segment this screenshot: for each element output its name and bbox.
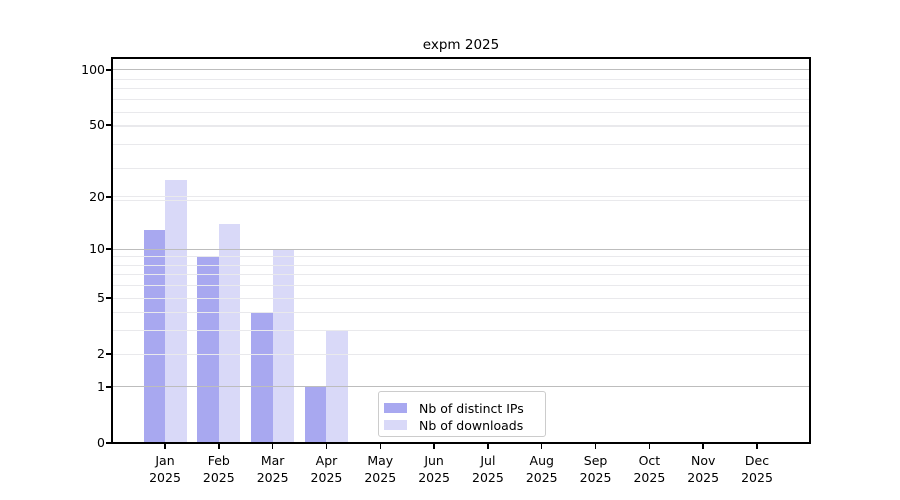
y-gridline-minor xyxy=(113,126,809,128)
bar-downloads xyxy=(165,179,187,442)
x-tick-label: Nov 2025 xyxy=(687,453,720,485)
x-tick-mark xyxy=(648,444,651,449)
y-gridline-minor xyxy=(113,285,809,287)
x-tick-label: Dec 2025 xyxy=(741,453,773,485)
x-tick-mark xyxy=(594,444,597,449)
y-tick-mark xyxy=(106,248,111,250)
y-tick-label: 10 xyxy=(89,241,105,257)
y-gridline-minor xyxy=(113,111,809,113)
bar-distinct-ips xyxy=(251,312,273,442)
legend-label-distinct-ips: Nb of distinct IPs xyxy=(419,400,524,416)
bar-downloads xyxy=(218,224,241,442)
x-tick-mark xyxy=(702,444,704,449)
x-tick-mark xyxy=(164,444,166,449)
x-tick-mark xyxy=(487,444,489,449)
bar-distinct-ips xyxy=(197,256,219,442)
y-gridline-minor xyxy=(113,144,809,146)
legend-swatch-distinct-ips xyxy=(384,403,407,413)
x-tick-mark xyxy=(325,444,328,449)
x-tick-label: May 2025 xyxy=(364,453,397,485)
y-tick-label: 5 xyxy=(97,290,105,306)
legend: Nb of distinct IPs Nb of downloads xyxy=(378,391,546,437)
y-tick-mark xyxy=(106,442,111,444)
y-tick-label: 0 xyxy=(97,435,105,450)
y-gridline-minor xyxy=(113,353,809,355)
y-tick-mark xyxy=(106,69,111,71)
y-gridline-minor xyxy=(113,312,809,314)
legend-entry-distinct-ips: Nb of distinct IPs xyxy=(384,399,524,417)
x-tick-mark xyxy=(218,444,220,449)
y-tick-mark xyxy=(106,353,111,355)
bar-distinct-ips xyxy=(143,229,165,442)
chart-title: expm 2025 xyxy=(422,37,500,53)
x-tick-label: Jun 2025 xyxy=(418,453,450,485)
y-tick-mark xyxy=(106,196,111,198)
x-tick-label: Jan 2025 xyxy=(149,453,181,485)
y-tick-label: 50 xyxy=(89,117,105,133)
y-gridline-minor xyxy=(113,264,809,266)
x-tick-label: Oct 2025 xyxy=(633,453,666,485)
x-tick-label: Apr 2025 xyxy=(310,453,343,485)
y-tick-mark xyxy=(106,386,111,388)
legend-entry-downloads: Nb of downloads xyxy=(384,416,523,434)
y-gridline-minor xyxy=(113,256,809,258)
y-tick-mark xyxy=(106,297,111,299)
y-gridline-minor xyxy=(113,124,809,126)
x-tick-mark xyxy=(433,444,435,449)
y-gridline-minor xyxy=(113,99,809,101)
y-gridline-minor xyxy=(113,88,809,90)
y-gridline-major xyxy=(113,248,809,250)
y-tick-mark xyxy=(106,124,111,126)
x-tick-label: Sep 2025 xyxy=(579,453,612,485)
y-gridline-minor xyxy=(113,200,809,202)
y-gridline-major xyxy=(113,69,809,71)
y-tick-label: 1 xyxy=(97,378,105,394)
bar-downloads xyxy=(272,249,295,442)
x-tick-label: Mar 2025 xyxy=(256,453,289,485)
legend-swatch-downloads xyxy=(384,420,407,430)
y-gridline-minor xyxy=(113,274,809,276)
y-tick-label: 2 xyxy=(97,346,105,362)
y-gridline-minor xyxy=(113,78,809,80)
y-gridline-minor xyxy=(113,297,809,299)
y-gridline-minor xyxy=(113,330,809,332)
bar-distinct-ips xyxy=(304,386,327,442)
y-tick-label: 20 xyxy=(89,188,105,204)
x-tick-label: Jul 2025 xyxy=(472,453,504,485)
x-tick-mark xyxy=(756,444,758,449)
y-gridline-minor xyxy=(113,196,809,198)
legend-label-downloads: Nb of downloads xyxy=(419,417,524,433)
y-gridline-minor xyxy=(113,167,809,169)
x-tick-label: Aug 2025 xyxy=(525,453,558,485)
x-tick-mark xyxy=(379,444,382,449)
x-tick-mark xyxy=(540,444,543,449)
y-tick-label: 100 xyxy=(81,61,105,77)
y-gridline-major xyxy=(113,386,809,388)
x-tick-label: Feb 2025 xyxy=(202,453,235,485)
x-tick-mark xyxy=(271,444,274,449)
